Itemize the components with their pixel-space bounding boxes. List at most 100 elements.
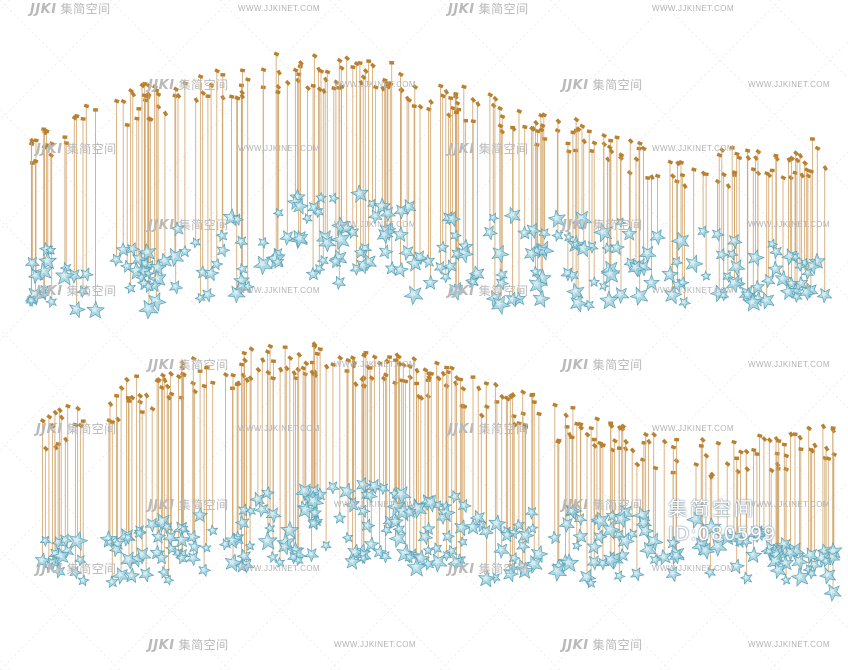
watermark-logo-mark: JJKI [448, 284, 475, 299]
watermark-url: WWW.JJKINET.COM [652, 4, 734, 13]
starfish-highlight [406, 554, 412, 560]
starfish-highlight [363, 257, 372, 265]
ceiling-cap [129, 394, 136, 401]
starfish-highlight [310, 520, 317, 526]
ceiling-cap [670, 444, 677, 450]
ceiling-cap [453, 110, 459, 115]
ceiling-cap [724, 461, 731, 467]
ceiling-cap [761, 436, 768, 442]
starfish-highlight [240, 552, 247, 559]
starfish-highlight [579, 243, 587, 252]
starfish-highlight [459, 248, 467, 257]
starfish-pendant [436, 512, 450, 525]
ceiling-cap [264, 349, 271, 355]
starfish-highlight [393, 533, 401, 542]
id-badge: 集简空间 ID:080599 [668, 494, 776, 545]
watermark-logo: JJKI 集简空间 [448, 0, 529, 17]
ceiling-cap [534, 142, 540, 147]
starfish-highlight [416, 253, 423, 260]
ceiling-cap [311, 53, 318, 59]
starfish-pendant [570, 294, 588, 313]
ceiling-cap [743, 448, 750, 455]
starfish-highlight [616, 290, 624, 298]
ceiling-cap [353, 61, 360, 67]
ceiling-cap [453, 91, 459, 97]
ceiling-cap [220, 72, 226, 77]
starfish-highlight [751, 253, 759, 261]
ceiling-cap [282, 345, 288, 350]
ceiling-cap [368, 375, 375, 381]
ceiling-cap [470, 96, 477, 103]
starfish-highlight [180, 526, 185, 531]
starfish-highlight [783, 287, 791, 295]
starfish-highlight [90, 305, 99, 313]
starfish-highlight [606, 555, 614, 564]
ceiling-cap [418, 394, 425, 401]
starfish-highlight [395, 525, 401, 532]
starfish-highlight [359, 480, 366, 488]
starfish-highlight [743, 538, 749, 544]
ceiling-cap [337, 355, 344, 361]
starfish-highlight [652, 556, 658, 562]
starfish-highlight [779, 540, 787, 547]
starfish-highlight [823, 570, 831, 579]
ceiling-cap [768, 467, 775, 474]
ceiling-cap [456, 107, 462, 112]
ceiling-cap [504, 395, 511, 402]
starfish-cluster [25, 184, 833, 320]
starfish-pendant [227, 285, 246, 304]
starfish-highlight [168, 545, 173, 551]
starfish-highlight [621, 536, 629, 544]
ceiling-cap [155, 91, 162, 97]
starfish-highlight [364, 521, 370, 528]
ceiling-cap [616, 424, 623, 431]
ceiling-cap [539, 123, 546, 129]
starfish-highlight [432, 557, 441, 566]
starfish-pendant [69, 566, 83, 579]
starfish-highlight [761, 295, 769, 304]
starfish-highlight [192, 239, 198, 245]
starfish-highlight [281, 543, 288, 550]
starfish-highlight [416, 553, 424, 561]
starfish-highlight [443, 553, 449, 558]
starfish-highlight [460, 539, 465, 544]
starfish-highlight [452, 232, 458, 238]
ceiling-cap [608, 148, 615, 155]
starfish-highlight [772, 248, 779, 255]
starfish-pendant [355, 257, 372, 274]
starfish-highlight [411, 562, 420, 571]
ceiling-cap [516, 421, 522, 426]
starfish-highlight [805, 566, 811, 572]
starfish-highlight [38, 266, 47, 275]
watermark-logo: JJKI 集简空间 [448, 420, 529, 437]
watermark-url: WWW.JJKINET.COM [748, 500, 830, 509]
ceiling-cap [179, 364, 186, 371]
ceiling-cap [586, 129, 592, 134]
starfish-highlight [576, 532, 583, 539]
ceiling-cap [384, 358, 391, 365]
starfish-highlight [56, 551, 64, 560]
ceiling-cap [46, 414, 53, 420]
ceiling-cap [675, 160, 681, 167]
starfish-highlight [828, 587, 836, 596]
ceiling-cap [575, 126, 582, 132]
starfish-highlight [436, 263, 443, 270]
starfish-pendant [574, 513, 587, 526]
ceiling-cap [510, 392, 516, 398]
starfish-pendant [163, 574, 175, 586]
starfish-highlight [135, 255, 142, 262]
ceiling-cap [825, 456, 832, 461]
ceiling-cap [435, 375, 442, 382]
ceiling-cap [463, 118, 469, 123]
starfish-highlight [783, 577, 788, 582]
starfish-highlight [166, 533, 173, 541]
watermark-url: WWW.JJKINET.COM [748, 80, 830, 89]
ceiling-cap [377, 360, 383, 366]
ceiling-cap [601, 141, 608, 148]
starfish-highlight [262, 535, 271, 544]
ceiling-cap [744, 466, 751, 472]
ceiling-cap [541, 112, 548, 118]
starfish-highlight [209, 527, 215, 533]
watermark-url: WWW.JJKINET.COM [238, 564, 320, 573]
starfish-highlight [764, 276, 771, 283]
